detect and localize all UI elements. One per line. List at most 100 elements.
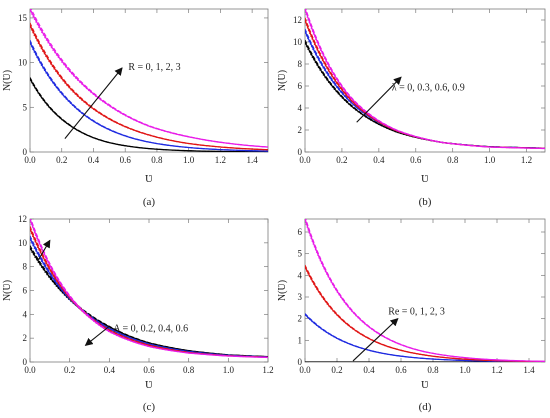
x-tick-label: 0.0: [24, 155, 36, 165]
y-tick-label: 12: [18, 214, 27, 224]
series-line-magenta: [30, 10, 268, 148]
series-line-red: [305, 264, 545, 362]
x-tick-label: 0.4: [373, 155, 385, 165]
y-tick-label: 2: [298, 125, 303, 135]
y-tick-label: 8: [23, 262, 28, 272]
series-line-black: [30, 78, 268, 152]
trend-arrow: [37, 239, 51, 261]
x-tick-label: 0.2: [56, 155, 67, 165]
y-tick-label: 4: [298, 103, 303, 113]
x-tick-label: 0.4: [88, 155, 100, 165]
trend-arrow: [64, 67, 123, 139]
plot-frame: [29, 8, 269, 153]
y-tick-label: 5: [298, 249, 303, 259]
series-line-magenta: [305, 219, 545, 362]
plot-frame: [304, 8, 546, 153]
series-line-magenta: [30, 219, 268, 358]
y-tick-label: 6: [298, 227, 303, 237]
x-tick-label: 1.0: [223, 365, 235, 375]
panel-b: 0.0 0.2 0.4 0.6 0.8 1.0 1.2 0 2 4 6 8 10 12 Ʋ N(Ʋ) (b) λ …: [277, 8, 546, 208]
x-tick-label: 1.4: [247, 155, 259, 165]
y-axis-label: N(Ʋ): [2, 280, 13, 301]
trend-arrow: [352, 317, 399, 362]
series-line-blue: [30, 39, 268, 152]
parameter-annotation: A = 0, 0.2, 0.4, 0.6: [113, 324, 188, 335]
parameter-annotation: R = 0, 1, 2, 3: [128, 62, 180, 73]
panel-caption: (b): [419, 196, 432, 208]
panel-caption: (c): [143, 401, 156, 413]
x-tick-label: 0.8: [183, 365, 195, 375]
x-axis-label: Ʋ: [421, 379, 429, 391]
x-axis-label: Ʋ: [145, 173, 153, 185]
trend-arrow: [84, 325, 110, 346]
series-line-magenta: [30, 219, 268, 359]
series-line-black: [30, 248, 268, 358]
x-tick-label: 1.0: [459, 365, 471, 375]
y-axis-label: N(Ʋ): [277, 70, 288, 91]
x-axis-label: Ʋ: [421, 173, 429, 185]
x-tick-label: 0.4: [363, 365, 375, 375]
y-tick-label: 0: [23, 357, 28, 367]
series-line-black: [30, 77, 268, 152]
trend-arrow: [356, 76, 402, 123]
y-tick-label: 1: [298, 335, 303, 345]
series-line-magenta: [30, 9, 268, 148]
series-line-black: [30, 247, 268, 358]
x-tick-label: 0.0: [299, 155, 311, 165]
x-tick-label: 1.0: [484, 155, 496, 165]
x-tick-label: 0.6: [410, 155, 422, 165]
parameter-annotation: λ = 0, 0.3, 0.6, 0.9: [392, 82, 465, 93]
x-tick-label: 0.2: [336, 155, 347, 165]
x-tick-label: 1.2: [491, 365, 502, 375]
x-tick-label: 0.0: [299, 365, 311, 375]
series-line-red: [30, 22, 268, 151]
series-line-red: [30, 228, 268, 358]
x-axis-label: Ʋ: [145, 379, 153, 391]
series-line-red: [30, 26, 268, 151]
x-tick-label: 0.2: [64, 365, 75, 375]
series-line-magenta: [305, 9, 545, 150]
y-tick-label: 5: [23, 102, 28, 112]
y-tick-label: 2: [298, 314, 303, 324]
series-line-magenta: [305, 9, 545, 149]
y-tick-label: 10: [293, 37, 303, 47]
x-tick-label: 0.6: [143, 365, 155, 375]
series-line-magenta: [30, 220, 268, 359]
y-tick-label: 0: [298, 147, 303, 157]
y-tick-label: 2: [23, 333, 28, 343]
y-tick-label: 6: [23, 286, 28, 296]
x-tick-label: 1.2: [521, 155, 532, 165]
x-tick-label: 0.8: [151, 155, 163, 165]
panel-a: 0.0 0.2 0.4 0.6 0.8 1.0 1.2 1.4 0 5 10 15 Ʋ N(Ʋ) (a) R …: [2, 8, 269, 208]
x-tick-label: 0.2: [331, 365, 342, 375]
series-line-black: [30, 79, 268, 152]
x-tick-label: 0.8: [447, 155, 459, 165]
panel-d: 0.0 0.2 0.4 0.6 0.8 1.0 1.2 1.4 0 1 2 3 4 5 6 Ʋ N(Ʋ) (d) R…: [277, 218, 546, 413]
x-tick-label: 0.6: [395, 365, 407, 375]
x-tick-label: 0.6: [120, 155, 132, 165]
y-tick-label: 0: [23, 147, 28, 157]
series-line-blue: [30, 239, 268, 358]
x-tick-label: 1.4: [523, 365, 535, 375]
panel-caption: (a): [143, 196, 156, 208]
y-tick-label: 3: [298, 292, 303, 302]
y-tick-label: 8: [298, 59, 303, 69]
parameter-annotation: Re = 0, 1, 2, 3: [388, 306, 445, 317]
series-line-blue: [30, 237, 268, 358]
panel-caption: (d): [419, 401, 432, 413]
y-tick-label: 6: [298, 81, 303, 91]
y-tick-label: 0: [298, 357, 303, 367]
y-tick-label: 4: [298, 270, 303, 280]
series-line-black: [30, 245, 268, 358]
y-tick-label: 15: [18, 13, 28, 23]
x-tick-label: 0.8: [427, 365, 439, 375]
panel-c: 0.0 0.2 0.4 0.6 0.8 1.0 1.2 0 2 4 6 8 10 12 Ʋ N(Ʋ) (c) A …: [2, 214, 274, 413]
series-line-magenta: [30, 9, 268, 148]
x-tick-label: 0.4: [104, 365, 116, 375]
series-line-black: [305, 39, 545, 149]
y-axis-label: N(Ʋ): [2, 70, 13, 91]
x-tick-label: 1.2: [262, 365, 273, 375]
y-tick-label: 10: [18, 238, 28, 248]
y-tick-label: 4: [23, 309, 28, 319]
